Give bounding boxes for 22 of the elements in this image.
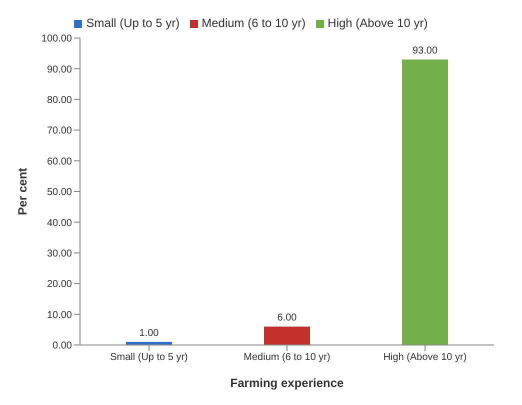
y-tick-label: 90.00 [46, 64, 72, 76]
legend-label: Small (Up to 5 yr) [86, 16, 180, 30]
y-tick-label: 0.00 [52, 340, 72, 352]
y-tick-label: 10.00 [46, 310, 72, 321]
y-tick-label: 50.00 [46, 187, 72, 198]
data-label: 93.00 [412, 45, 438, 56]
y-tick-label: 80.00 [46, 94, 72, 106]
y-tick-label: 70.00 [46, 126, 72, 137]
y-axis-title: Per cent [15, 168, 30, 216]
y-tick-label: 40.00 [46, 218, 72, 229]
x-tick-label: High (Above 10 yr) [383, 352, 467, 364]
legend-label: High (Above 10 yr) [328, 16, 428, 30]
x-tick-label: Medium (6 to 10 yr) [244, 352, 330, 364]
y-tick-label: 100.00 [41, 34, 72, 45]
y-tick-label: 20.00 [46, 279, 72, 290]
data-label: 1.00 [139, 328, 160, 339]
data-label: 6.00 [277, 312, 298, 324]
legend-label: Medium (6 to 10 yr) [202, 16, 306, 30]
y-tick-label: 60.00 [46, 156, 72, 168]
y-tick-label: 30.00 [46, 248, 72, 260]
x-axis-title: Farming experience [230, 376, 344, 390]
x-tick-label: Small (Up to 5 yr) [110, 352, 188, 364]
